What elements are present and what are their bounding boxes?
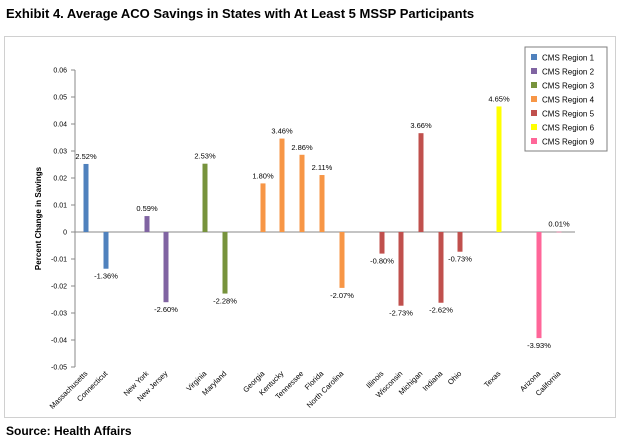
- y-tick-label: -0.05: [51, 365, 67, 372]
- bar-illinois: [379, 232, 385, 254]
- bar-ohio: [457, 232, 463, 252]
- bar-kentucky: [279, 138, 285, 232]
- data-label: 2.86%: [291, 143, 313, 152]
- data-label: -0.73%: [448, 255, 472, 264]
- legend-swatch: [531, 54, 537, 60]
- data-label: 4.65%: [488, 94, 510, 103]
- bar-indiana: [438, 232, 444, 303]
- data-label: 2.11%: [312, 163, 333, 172]
- y-tick-label: 0: [63, 230, 67, 237]
- legend-label: CMS Region 1: [542, 54, 595, 63]
- bar-florida: [319, 175, 325, 232]
- bar-massachusetts: [83, 163, 89, 232]
- bar-tennessee: [299, 154, 305, 232]
- y-axis-title: Percent Change in Savings: [34, 166, 43, 270]
- bar-wisconsin: [398, 232, 404, 306]
- data-label: -0.80%: [370, 257, 394, 266]
- category-label: Indiana: [421, 368, 445, 392]
- data-label: 0.59%: [136, 204, 158, 213]
- data-label: 2.52%: [75, 152, 97, 161]
- y-tick-label: 0.02: [53, 176, 67, 183]
- bar-new-jersey: [163, 232, 169, 303]
- data-label: -2.62%: [429, 306, 453, 315]
- y-tick-label: 0.04: [53, 122, 67, 129]
- legend-label: CMS Region 5: [542, 110, 595, 119]
- legend-label: CMS Region 2: [542, 68, 595, 77]
- bar-connecticut: [103, 232, 109, 269]
- bar-new-york: [144, 216, 150, 232]
- data-label: -2.07%: [330, 291, 354, 300]
- category-label: Ohio: [446, 369, 464, 387]
- bar-north-carolina: [339, 232, 345, 288]
- category-label: Texas: [482, 369, 502, 389]
- y-tick-label: -0.03: [51, 311, 67, 318]
- bar-california: [556, 231, 562, 233]
- data-label: -1.36%: [94, 272, 118, 281]
- legend-swatch: [531, 124, 537, 130]
- data-label: 3.66%: [410, 121, 432, 130]
- legend-label: CMS Region 6: [542, 124, 595, 133]
- bar-texas: [496, 106, 502, 232]
- legend-label: CMS Region 3: [542, 82, 595, 91]
- legend-label: CMS Region 9: [542, 138, 595, 147]
- data-label: 3.46%: [271, 127, 293, 136]
- chart-frame: 0.06 0.05 0.04 0.03 0.02 0.01 0 -0.01 -0.02 -0.03…: [4, 36, 616, 418]
- bar-maryland: [222, 232, 228, 294]
- y-tick-label: 0.06: [53, 68, 67, 75]
- legend-swatch: [531, 68, 537, 74]
- y-tick-label: 0.01: [53, 203, 67, 210]
- data-label: 1.80%: [252, 171, 274, 180]
- legend-box: [524, 46, 608, 152]
- bar-georgia: [260, 183, 266, 232]
- y-tick-label: 0.05: [53, 95, 67, 102]
- bar-chart: 0.06 0.05 0.04 0.03 0.02 0.01 0 -0.01 -0.02 -0.03…: [34, 46, 608, 411]
- data-label: 2.53%: [194, 152, 216, 161]
- legend-label: CMS Region 4: [542, 96, 595, 105]
- bar-virginia: [202, 163, 208, 232]
- legend-swatch: [531, 138, 537, 144]
- data-label: -2.60%: [154, 305, 178, 314]
- legend-swatch: [531, 96, 537, 102]
- legend-swatch: [531, 82, 537, 88]
- bar-michigan: [418, 133, 424, 232]
- page-title: Exhibit 4. Average ACO Savings in States…: [6, 6, 475, 21]
- y-tick-label: 0.03: [53, 149, 67, 156]
- data-label: -2.28%: [213, 297, 237, 306]
- data-label: 0.01%: [548, 220, 570, 229]
- bar-arizona: [536, 232, 542, 339]
- data-label: -3.93%: [527, 341, 551, 350]
- data-label: -2.73%: [389, 309, 413, 318]
- y-tick-label: -0.01: [51, 257, 67, 264]
- y-tick-label: -0.04: [51, 338, 67, 345]
- y-tick-label: -0.02: [51, 284, 67, 291]
- source-note: Source: Health Affairs: [6, 424, 132, 438]
- legend-swatch: [531, 110, 537, 116]
